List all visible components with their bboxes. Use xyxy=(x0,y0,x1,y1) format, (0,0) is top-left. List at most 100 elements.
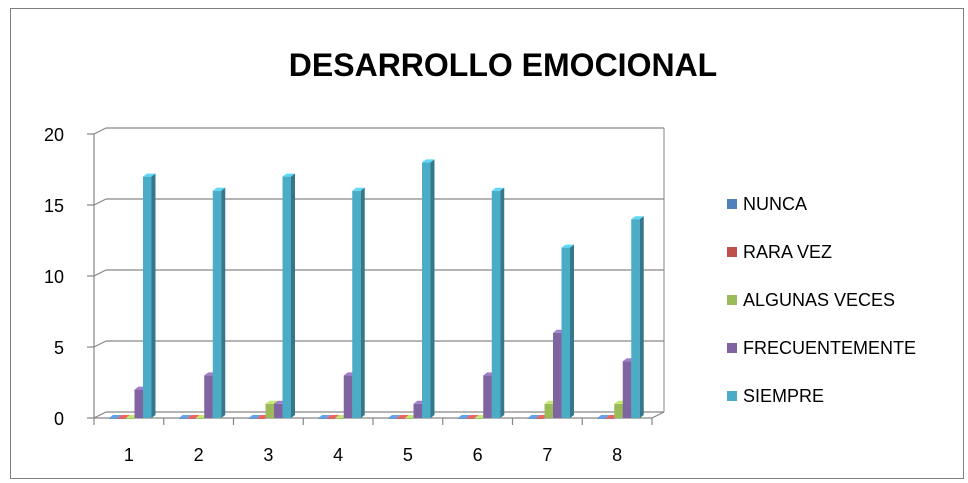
bar-top xyxy=(422,159,435,163)
bar-side xyxy=(639,216,644,418)
bar-top xyxy=(388,415,401,418)
legend-label: NUNCA xyxy=(743,193,808,214)
bar-side xyxy=(500,187,505,418)
floor-edge xyxy=(651,411,665,419)
bar xyxy=(597,418,606,419)
legend-swatch xyxy=(727,295,737,305)
gridline-depth xyxy=(93,269,107,277)
bar xyxy=(605,418,615,419)
bar-side xyxy=(570,244,574,418)
x-tick-label: 2 xyxy=(194,445,204,465)
bar-top xyxy=(248,415,261,418)
legend-swatch xyxy=(727,391,737,401)
bar-side xyxy=(430,159,435,418)
bar xyxy=(134,389,143,418)
bar xyxy=(413,403,422,418)
bar xyxy=(109,418,118,419)
bar-top xyxy=(109,415,122,418)
bar xyxy=(536,418,545,419)
bar xyxy=(117,418,126,419)
y-tick-label: 0 xyxy=(54,409,64,429)
x-tick-label: 8 xyxy=(612,445,622,465)
bar xyxy=(561,247,570,418)
legend-item: NUNCA xyxy=(727,180,916,228)
legend-label: FRECUENTEMENTE xyxy=(743,337,917,358)
bar xyxy=(265,403,274,418)
legend-label: RARA VEZ xyxy=(743,241,833,262)
x-tick-label: 1 xyxy=(124,445,134,465)
bar xyxy=(326,418,336,419)
x-tick-label: 7 xyxy=(542,445,552,465)
bar xyxy=(474,418,484,419)
bar xyxy=(318,418,327,419)
bar xyxy=(491,190,501,418)
bar xyxy=(178,418,188,419)
gridline-depth xyxy=(93,127,107,135)
bar xyxy=(343,375,353,418)
bar-top xyxy=(457,415,471,418)
y-tick-label: 5 xyxy=(54,338,64,358)
bar-top xyxy=(326,415,340,418)
legend-swatch xyxy=(727,343,737,353)
legend-item: ALGUNAS VECES xyxy=(727,276,916,324)
y-tick-label: 20 xyxy=(44,125,64,145)
bar xyxy=(614,403,623,418)
bar-top xyxy=(187,415,200,418)
y-tick-label: 10 xyxy=(44,267,64,287)
bar-top xyxy=(318,415,331,418)
bar-top xyxy=(466,415,479,418)
bar-top xyxy=(212,187,226,191)
legend-swatch xyxy=(727,199,737,209)
x-tick-label: 6 xyxy=(473,445,483,465)
bar-top xyxy=(396,415,409,418)
bar xyxy=(466,418,475,419)
gridline-depth xyxy=(93,340,107,348)
bar xyxy=(352,190,361,418)
x-tick-label: 5 xyxy=(403,445,413,465)
bar-side xyxy=(221,187,226,418)
x-tick-label: 3 xyxy=(263,445,273,465)
legend-item: RARA VEZ xyxy=(727,228,916,276)
bar-top xyxy=(491,187,505,191)
bar xyxy=(257,418,266,419)
gridline-depth xyxy=(93,411,107,419)
bar-top xyxy=(561,244,574,248)
chart-title: DESARROLLO EMOCIONAL xyxy=(289,47,717,83)
bar-side xyxy=(291,173,295,418)
bar xyxy=(274,403,283,418)
bar xyxy=(457,418,467,419)
bar xyxy=(483,375,492,418)
bar-top xyxy=(597,415,610,418)
bar xyxy=(422,162,431,418)
bar-top xyxy=(265,400,278,404)
legend-item: FRECUENTEMENTE xyxy=(727,324,916,372)
bar xyxy=(143,176,152,418)
bar-top xyxy=(527,415,540,418)
bar xyxy=(396,418,405,419)
bar xyxy=(553,332,562,418)
legend-label: SIEMPRE xyxy=(743,385,825,406)
bar-top xyxy=(117,415,130,418)
bar-top xyxy=(352,187,365,191)
legend-swatch xyxy=(727,247,737,257)
bar xyxy=(282,176,291,418)
bar xyxy=(204,375,213,418)
bar xyxy=(631,219,640,418)
x-tick-label: 4 xyxy=(333,445,343,465)
gridline-depth xyxy=(93,198,107,206)
bar xyxy=(335,418,344,419)
bar xyxy=(212,190,222,418)
bar-side xyxy=(360,187,365,418)
bar xyxy=(187,418,196,419)
bar-top xyxy=(178,415,192,418)
bar-top xyxy=(143,173,156,177)
legend-label: ALGUNAS VECES xyxy=(743,289,896,310)
bar xyxy=(248,418,257,419)
bar-side xyxy=(151,173,156,418)
bar xyxy=(544,403,553,418)
y-tick-label: 15 xyxy=(44,196,64,216)
bar xyxy=(195,418,205,419)
bar xyxy=(622,361,632,418)
bar-top xyxy=(282,173,295,177)
